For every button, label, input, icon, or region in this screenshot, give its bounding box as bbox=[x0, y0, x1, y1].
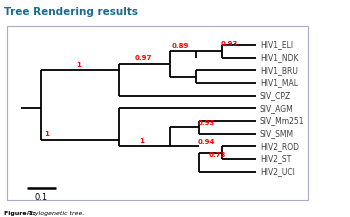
Text: HIV1_BRU: HIV1_BRU bbox=[260, 66, 298, 75]
Text: 1: 1 bbox=[76, 62, 81, 68]
Text: SIV_SMM: SIV_SMM bbox=[260, 129, 294, 138]
Text: 0.1: 0.1 bbox=[35, 193, 48, 202]
Text: SIV_AGM: SIV_AGM bbox=[260, 104, 294, 113]
Text: HIV2_UCI: HIV2_UCI bbox=[260, 167, 295, 176]
Text: HIV1_ELI: HIV1_ELI bbox=[260, 41, 293, 49]
Text: 0.73: 0.73 bbox=[209, 153, 226, 158]
Text: 0.89: 0.89 bbox=[172, 43, 189, 49]
Text: SIV_CPZ: SIV_CPZ bbox=[260, 91, 291, 100]
Text: HIV1_NDK: HIV1_NDK bbox=[260, 53, 298, 62]
Text: 1: 1 bbox=[139, 138, 144, 144]
Text: HIV2_ST: HIV2_ST bbox=[260, 155, 291, 164]
Text: 0.97: 0.97 bbox=[134, 55, 152, 61]
Text: SIV_Mm251: SIV_Mm251 bbox=[260, 117, 304, 126]
Text: 0.93: 0.93 bbox=[220, 41, 238, 47]
Text: Figure 1:: Figure 1: bbox=[4, 211, 35, 216]
Text: HIV2_ROD: HIV2_ROD bbox=[260, 142, 299, 151]
Text: Tree Rendering results: Tree Rendering results bbox=[4, 7, 138, 16]
Text: 0.93: 0.93 bbox=[198, 120, 215, 125]
Text: HIV1_MAL: HIV1_MAL bbox=[260, 79, 298, 88]
Text: 1: 1 bbox=[44, 131, 49, 137]
Text: 0.94: 0.94 bbox=[198, 138, 215, 145]
Text: Phylogenetic tree.: Phylogenetic tree. bbox=[25, 211, 85, 216]
